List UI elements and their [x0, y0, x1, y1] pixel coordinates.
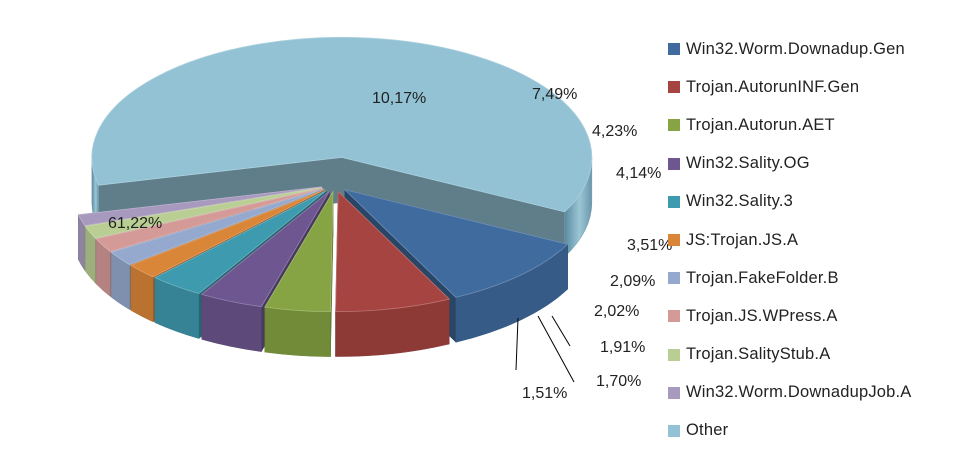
legend-label: JS:Trojan.JS.A [686, 230, 799, 249]
legend-swatch [668, 81, 680, 94]
legend-item: Win32.Worm.Downadup.Gen [668, 30, 912, 68]
legend-label: Other [686, 421, 729, 440]
slice-trojan-js-wpress-a [95, 187, 323, 252]
chart-legend: Win32.Worm.Downadup.Gen Trojan.AutorunINF… [668, 30, 912, 450]
legend-label: Win32.Worm.DownadupJob.A [686, 383, 912, 402]
legend-swatch [668, 43, 680, 56]
slice-label-5: 2,09% [610, 273, 655, 290]
legend-label: Win32.Worm.Downadup.Gen [686, 39, 905, 58]
leader-line-8 [537, 315, 575, 383]
legend-item: Other [668, 412, 912, 450]
leader-line-9 [515, 317, 519, 371]
legend-item: Trojan.Autorun.AET [668, 106, 912, 144]
legend-item: Win32.Worm.DownadupJob.A [668, 374, 912, 412]
legend-label: Win32.Sality.OG [686, 154, 810, 173]
slice-win32-sality-og [200, 190, 330, 308]
slice-label-0: 10,17% [372, 90, 426, 107]
legend-label: Win32.Sality.3 [686, 192, 794, 211]
slice-trojan-fakefolder-b [110, 188, 324, 266]
legend-swatch [668, 195, 680, 208]
slice-label-7: 1,91% [600, 339, 645, 356]
legend-swatch [668, 234, 680, 247]
slice-label-4: 3,51% [627, 237, 672, 254]
legend-item: Trojan.AutorunINF.Gen [668, 68, 912, 106]
legend-item: JS:Trojan.JS.A [668, 221, 912, 259]
slice-win32-sality-3 [154, 190, 327, 294]
slice-other [91, 36, 593, 213]
legend-swatch [668, 157, 680, 170]
legend-swatch [668, 272, 680, 285]
slice-label-2: 4,23% [592, 123, 637, 140]
slice-label-8: 1,70% [596, 373, 641, 390]
slice-label-1: 7,49% [532, 86, 577, 103]
slice-trojan-salitystub-a [84, 187, 323, 239]
legend-item: Win32.Sality.OG [668, 145, 912, 183]
legend-item: Win32.Sality.3 [668, 183, 912, 221]
legend-item: Trojan.JS.WPress.A [668, 297, 912, 335]
legend-label: Trojan.FakeFolder.B [686, 268, 839, 287]
legend-item: Trojan.FakeFolder.B [668, 259, 912, 297]
legend-label: Trojan.JS.WPress.A [686, 306, 838, 325]
slice-label-6: 2,02% [594, 303, 639, 320]
slice-label-10: 61,22% [108, 215, 162, 232]
slice-trojan-autoruninf-gen [335, 190, 451, 312]
legend-swatch [668, 348, 680, 361]
slice-win32-worm-downadupjob-a [77, 186, 322, 227]
slice-trojan-autorun-aet [264, 190, 334, 313]
legend-label: Trojan.AutorunINF.Gen [686, 77, 860, 96]
legend-label: Trojan.Autorun.AET [686, 115, 835, 134]
legend-item: Trojan.SalityStub.A [668, 336, 912, 374]
legend-label: Trojan.SalityStub.A [686, 345, 831, 364]
slice-win32-worm-downadup-gen [343, 189, 569, 298]
slice-label-9: 1,51% [522, 385, 567, 402]
legend-swatch [668, 310, 680, 323]
legend-swatch [668, 119, 680, 132]
legend-swatch [668, 386, 680, 399]
legend-swatch [668, 424, 680, 437]
slice-label-3: 4,14% [616, 165, 661, 182]
leader-line-7 [551, 315, 571, 347]
slice-js-trojan-js-a [129, 189, 325, 278]
